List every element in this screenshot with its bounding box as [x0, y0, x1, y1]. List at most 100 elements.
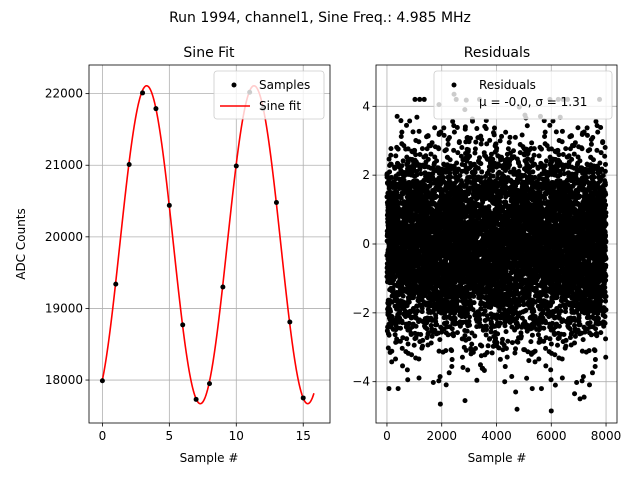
residual-point [448, 174, 454, 180]
residual-point [484, 349, 490, 355]
residual-point [404, 122, 410, 128]
residual-point [507, 134, 513, 140]
residual-point [424, 326, 430, 332]
residual-point [412, 96, 418, 102]
sine-fit-ylabel: ADC Counts [14, 208, 28, 280]
residual-point [467, 314, 472, 320]
residual-point [389, 314, 395, 320]
residual-point [509, 374, 515, 379]
residual-point [518, 333, 524, 339]
residual-point [428, 340, 434, 346]
residual-point [405, 146, 411, 152]
residual-point [414, 114, 420, 120]
residual-point [436, 378, 442, 384]
residual-point [398, 195, 404, 201]
figure-title: Run 1994, channel1, Sine Freq.: 4.985 MH… [169, 10, 471, 26]
residual-point [490, 173, 496, 179]
sine-fit-ytick-label: 21000 [45, 158, 83, 172]
residual-point [399, 163, 405, 169]
legend-samples-label: Samples [259, 78, 310, 92]
residual-point [429, 317, 435, 323]
residual-point [398, 133, 404, 139]
residual-point [505, 338, 511, 344]
sine-fit-line [101, 84, 315, 405]
sample-point [166, 202, 172, 208]
residual-point [498, 320, 504, 326]
residual-point [415, 308, 421, 314]
residual-point [404, 336, 410, 342]
residual-point [393, 356, 399, 362]
residual-point [472, 169, 478, 175]
residual-point [386, 386, 392, 392]
residual-point [465, 367, 471, 373]
sine-fit-ytick-label: 19000 [45, 301, 83, 315]
residual-point [499, 133, 505, 139]
residual-point [497, 138, 503, 144]
residual-point [484, 327, 490, 333]
residual-point [395, 386, 401, 392]
residual-point [432, 154, 438, 160]
residual-point [495, 331, 501, 337]
residual-point [502, 364, 508, 370]
residual-point [478, 161, 484, 167]
residual-point [472, 346, 478, 352]
residual-point [466, 336, 472, 342]
residual-point [420, 343, 426, 349]
residual-point [464, 328, 470, 334]
residual-point [483, 126, 489, 132]
residual-point [400, 293, 406, 299]
residual-point [449, 326, 455, 332]
residual-point [459, 354, 465, 360]
residual-point [430, 170, 436, 176]
residual-point [482, 308, 488, 314]
residual-point [509, 340, 515, 346]
residual-point [398, 118, 404, 124]
residual-point [393, 153, 399, 159]
residual-point [388, 161, 394, 167]
residual-point [454, 330, 460, 336]
residual-point [497, 356, 503, 362]
sine-fit-ytick-label: 22000 [45, 87, 83, 101]
residual-point [447, 157, 453, 163]
residual-point [462, 124, 468, 130]
residual-point [441, 132, 447, 138]
residual-point [513, 346, 519, 352]
sine-fit-xtick-label: 0 [99, 429, 107, 443]
residual-point [445, 141, 451, 147]
residual-point [410, 129, 416, 135]
residual-point [469, 341, 475, 347]
residual-point [479, 343, 485, 349]
residual-point [430, 379, 436, 385]
residual-point [388, 152, 394, 158]
residual-point [399, 345, 405, 351]
residual-point [457, 173, 463, 179]
residual-point [443, 147, 449, 153]
residual-point [408, 309, 414, 315]
residual-point [446, 370, 452, 376]
residual-point [463, 347, 469, 353]
residual-point [451, 333, 456, 339]
residual-point [503, 346, 509, 352]
residual-point [449, 357, 455, 363]
sine-fit-ytick-label: 18000 [45, 373, 83, 387]
residual-point [394, 189, 400, 195]
residual-point [425, 156, 431, 162]
residual-point [446, 134, 452, 140]
residual-point [389, 359, 395, 365]
residual-point [471, 300, 477, 306]
residual-point [449, 364, 455, 370]
sine-fit-legend-box [213, 70, 325, 120]
residual-point [432, 125, 438, 131]
residual-point [467, 322, 473, 328]
residual-point [467, 135, 473, 141]
residual-point [470, 118, 476, 124]
residual-point [399, 320, 405, 326]
residual-point [428, 151, 434, 157]
sine-fit-plot-area [99, 84, 315, 405]
sine-fit-title: Sine Fit [183, 45, 235, 61]
sample-point [287, 319, 293, 325]
residual-point [437, 337, 443, 343]
residual-point [404, 367, 410, 373]
residual-point [421, 96, 427, 102]
